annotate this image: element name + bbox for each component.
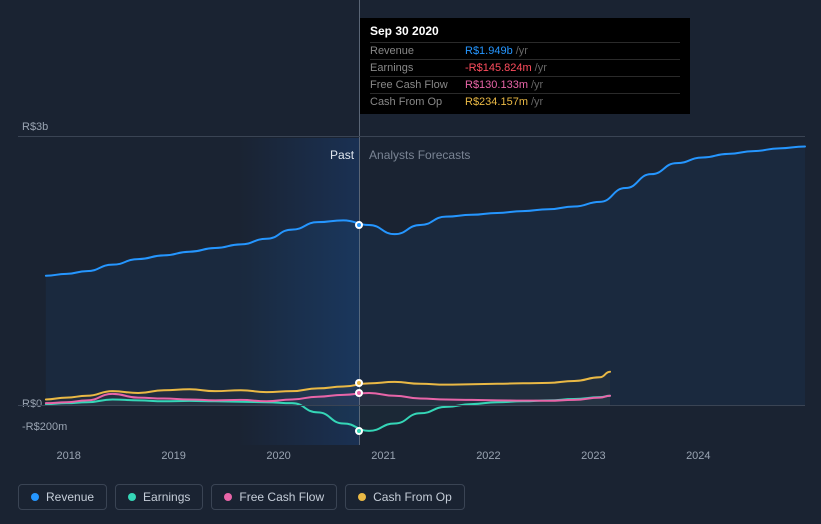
tooltip: Sep 30 2020 Revenue R$1.949b /yr Earning…: [360, 18, 690, 114]
tooltip-value: -R$145.824m: [465, 62, 532, 74]
x-axis-label: 2024: [686, 450, 710, 462]
tooltip-value: R$234.157m: [465, 96, 528, 108]
legend-item-fcf[interactable]: Free Cash Flow: [211, 484, 337, 510]
legend-item-cfo[interactable]: Cash From Op: [345, 484, 465, 510]
tooltip-unit: /yr: [516, 45, 528, 57]
tooltip-row-earnings: Earnings -R$145.824m /yr: [370, 59, 680, 76]
x-axis-label: 2022: [476, 450, 500, 462]
gridline: [18, 405, 805, 406]
tooltip-unit: /yr: [531, 96, 543, 108]
legend: Revenue Earnings Free Cash Flow Cash Fro…: [18, 484, 465, 510]
y-axis-label: R$0: [22, 398, 42, 410]
tooltip-label: Revenue: [370, 45, 465, 57]
legend-label: Revenue: [46, 490, 94, 504]
legend-dot-icon: [128, 493, 136, 501]
tooltip-value: R$1.949b: [465, 45, 513, 57]
x-axis-label: 2020: [266, 450, 290, 462]
x-axis-label: 2019: [161, 450, 185, 462]
y-axis-label: -R$200m: [22, 421, 67, 433]
hover-marker-revenue: [355, 221, 363, 229]
hover-marker-earnings: [355, 427, 363, 435]
legend-label: Cash From Op: [373, 490, 452, 504]
hover-marker-free_cash_flow: [355, 389, 363, 397]
tooltip-label: Earnings: [370, 62, 465, 74]
tooltip-label: Free Cash Flow: [370, 79, 465, 91]
tooltip-label: Cash From Op: [370, 96, 465, 108]
x-axis-label: 2018: [56, 450, 80, 462]
gridline: [18, 136, 805, 137]
tooltip-unit: /yr: [535, 62, 547, 74]
tooltip-row-cfo: Cash From Op R$234.157m /yr: [370, 93, 680, 110]
x-axis-label: 2023: [581, 450, 605, 462]
legend-dot-icon: [358, 493, 366, 501]
tooltip-row-fcf: Free Cash Flow R$130.133m /yr: [370, 76, 680, 93]
tooltip-date: Sep 30 2020: [370, 24, 680, 42]
legend-label: Free Cash Flow: [239, 490, 324, 504]
tooltip-unit: /yr: [531, 79, 543, 91]
tooltip-row-revenue: Revenue R$1.949b /yr: [370, 42, 680, 59]
tooltip-value: R$130.133m: [465, 79, 528, 91]
y-axis-label: R$3b: [22, 121, 48, 133]
legend-dot-icon: [224, 493, 232, 501]
x-axis-label: 2021: [371, 450, 395, 462]
hover-marker-cash_from_op: [355, 379, 363, 387]
legend-item-earnings[interactable]: Earnings: [115, 484, 203, 510]
legend-dot-icon: [31, 493, 39, 501]
legend-label: Earnings: [143, 490, 190, 504]
legend-item-revenue[interactable]: Revenue: [18, 484, 107, 510]
